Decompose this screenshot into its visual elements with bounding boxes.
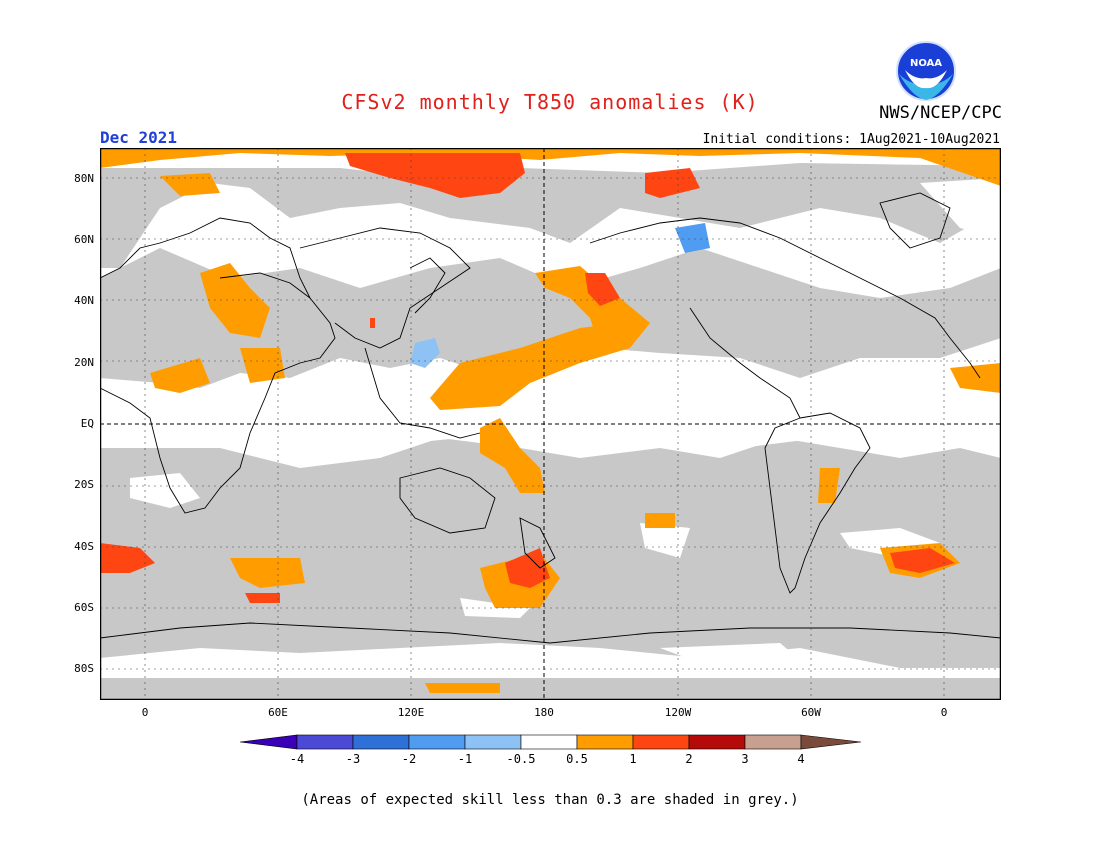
colorbar-swatch [408, 734, 466, 750]
lat-label: 80S [74, 662, 94, 675]
lon-label: 120W [664, 706, 692, 719]
anomaly-map [100, 148, 1001, 700]
lat-label: 60N [74, 233, 94, 246]
lon-label: 0 [940, 706, 948, 719]
colorbar-label: 2 [685, 752, 693, 766]
lat-label: 40S [74, 540, 94, 553]
noaa-logo-text: NOAA [910, 58, 942, 69]
colorbar-label: 1 [629, 752, 637, 766]
lat-label: EQ [80, 417, 94, 430]
map-frame [100, 148, 1001, 700]
footnote: (Areas of expected skill less than 0.3 a… [301, 792, 799, 808]
lat-label: 80N [74, 172, 94, 185]
colorbar-swatch [744, 734, 802, 750]
lon-label: 120E [397, 706, 425, 719]
cool-anomaly-weak-areas [410, 338, 440, 368]
coastlines [100, 192, 1001, 644]
colorbar-swatch [464, 734, 522, 750]
lat-label: 40N [74, 294, 94, 307]
low-skill-grey-areas [100, 163, 1001, 700]
lat-label: 20S [74, 478, 94, 491]
colorbar-swatch [352, 734, 410, 750]
lat-label: 60S [74, 601, 94, 614]
colorbar-label: -1 [457, 752, 473, 766]
cool-anomaly-areas [675, 223, 710, 253]
valid-month-label: Dec 2021 [100, 128, 178, 147]
warm-anomaly-0.5-1-areas [100, 148, 1001, 693]
noaa-logo: NOAA [893, 40, 959, 106]
colorbar-label: -2 [401, 752, 417, 766]
colorbar-swatch [520, 734, 578, 750]
lon-label: 60W [801, 706, 821, 719]
lon-label: 0 [141, 706, 149, 719]
initial-conditions-label: Initial conditions: 1Aug2021-10Aug2021 [702, 132, 1000, 147]
colorbar-label: 0.5 [566, 752, 588, 766]
colorbar-label: 3 [741, 752, 749, 766]
colorbar-label: 4 [797, 752, 805, 766]
colorbar-swatch [688, 734, 746, 750]
colorbar-arrow-right [800, 734, 862, 750]
lon-label: 180 [534, 706, 554, 719]
colorbar-label: -3 [345, 752, 361, 766]
agency-label: NWS/NCEP/CPC [879, 103, 1002, 123]
colorbar-swatch [296, 734, 354, 750]
warm-anomaly-1-2-areas [100, 153, 955, 603]
lon-label: 60E [268, 706, 288, 719]
chart-title: CFSv2 monthly T850 anomalies (K) [341, 90, 759, 114]
colorbar-label: -4 [289, 752, 305, 766]
colorbar-swatch [576, 734, 634, 750]
colorbar-label: -0.5 [506, 752, 536, 766]
colorbar-arrow-left [240, 734, 298, 750]
colorbar-swatch [632, 734, 690, 750]
colorbar [240, 734, 862, 750]
lat-label: 20N [74, 356, 94, 369]
